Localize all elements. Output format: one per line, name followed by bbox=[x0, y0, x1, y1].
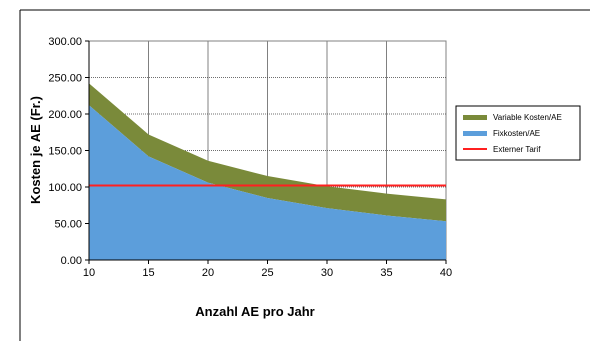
x-tick-label: 10 bbox=[83, 267, 95, 279]
x-tick-label: 20 bbox=[202, 267, 214, 279]
y-tick-label: 100.00 bbox=[48, 182, 82, 194]
x-tick-label: 15 bbox=[142, 267, 154, 279]
y-axis-title: Kosten je AE (Fr.) bbox=[28, 96, 43, 204]
area-variable-kosten bbox=[89, 83, 446, 222]
x-tick-label: 35 bbox=[380, 267, 392, 279]
legend-swatch-variable-kosten bbox=[463, 115, 487, 120]
y-tick-label: 250.00 bbox=[48, 73, 82, 85]
x-tick-labels: 10 15 20 25 30 35 40 bbox=[83, 260, 452, 279]
legend-label-externer-tarif: Externer Tarif bbox=[493, 145, 541, 154]
y-tick-label: 150.00 bbox=[48, 146, 82, 158]
y-tick-labels: 0.00 50.00 100.00 150.00 200.00 250.00 300.00 bbox=[48, 36, 89, 267]
x-tick-label: 30 bbox=[321, 267, 333, 279]
area-fixkosten bbox=[89, 105, 446, 261]
y-tick-label: 200.00 bbox=[48, 109, 82, 121]
x-tick-label: 40 bbox=[440, 267, 452, 279]
legend-swatch-fixkosten bbox=[463, 131, 487, 136]
legend-label-fixkosten: Fixkosten/AE bbox=[493, 129, 540, 138]
x-axis-title: Anzahl AE pro Jahr bbox=[195, 304, 314, 319]
y-tick-label: 0.00 bbox=[61, 255, 82, 267]
y-tick-label: 50.00 bbox=[54, 219, 82, 231]
x-tick-label: 25 bbox=[261, 267, 273, 279]
legend-label-variable-kosten: Variable Kosten/AE bbox=[493, 113, 562, 122]
y-tick-label: 300.00 bbox=[48, 36, 82, 48]
legend: Variable Kosten/AE Fixkosten/AE Externer… bbox=[455, 105, 581, 161]
